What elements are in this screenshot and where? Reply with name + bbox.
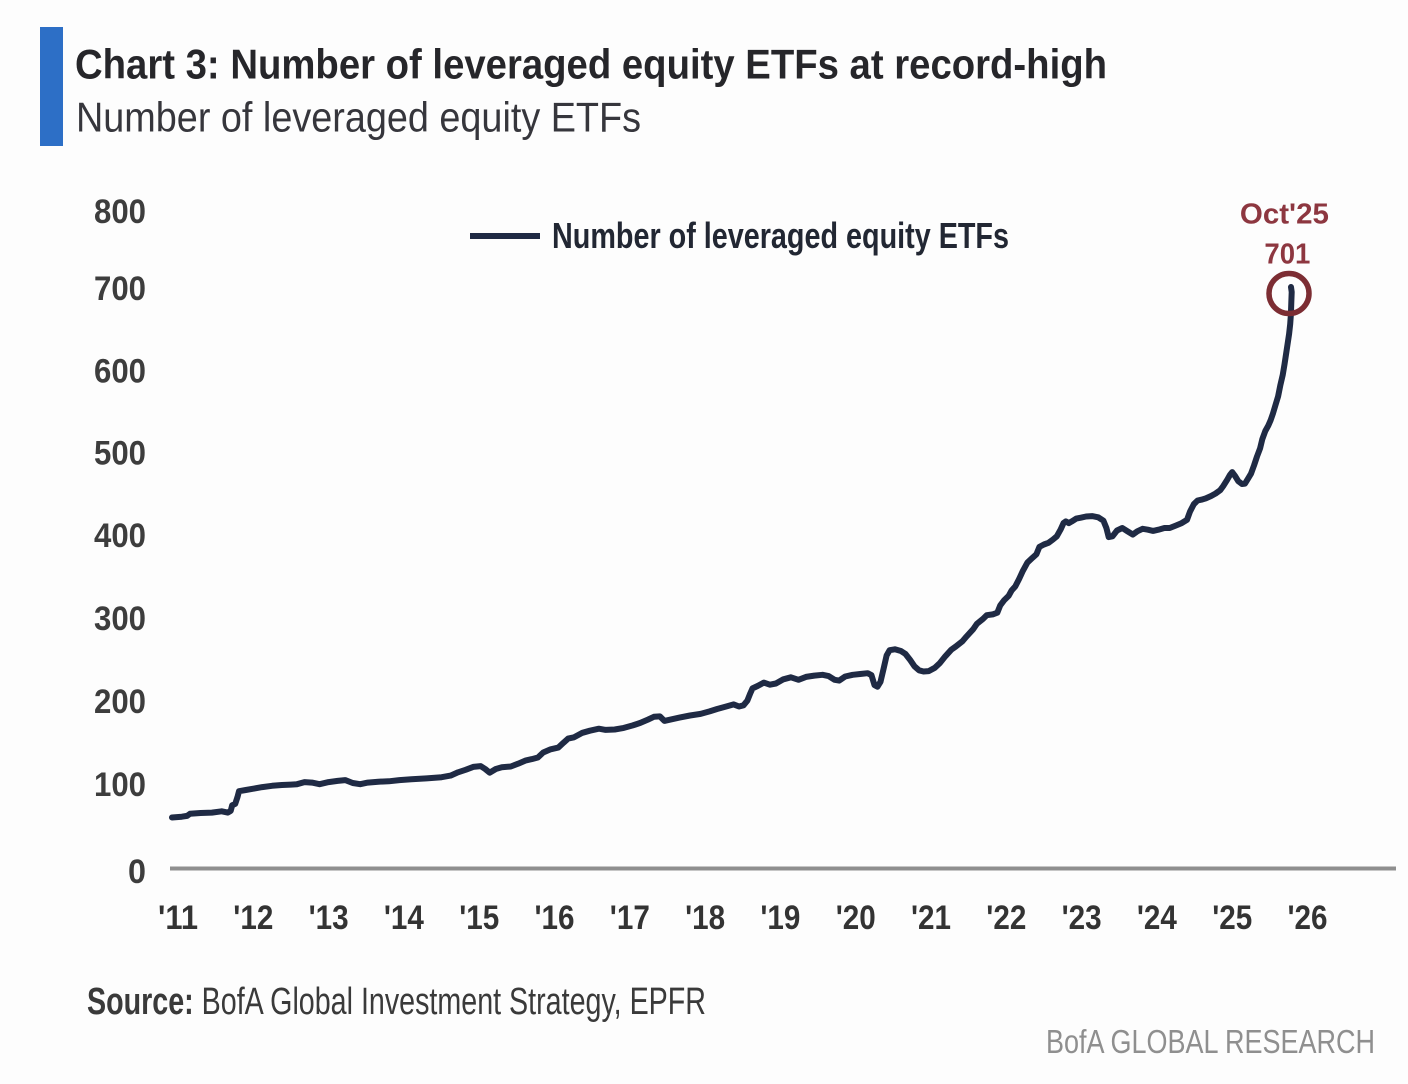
svg-text:100: 100 <box>94 766 146 804</box>
svg-text:'24: '24 <box>1137 899 1177 937</box>
svg-text:701: 701 <box>1264 239 1310 271</box>
svg-text:Number of leveraged equity ETF: Number of leveraged equity ETFs <box>552 215 1009 256</box>
svg-text:'11: '11 <box>158 899 198 937</box>
svg-text:'16: '16 <box>535 899 575 937</box>
svg-text:'14: '14 <box>384 899 424 937</box>
svg-text:'13: '13 <box>309 899 349 937</box>
svg-text:Oct'25: Oct'25 <box>1240 199 1329 231</box>
svg-text:'26: '26 <box>1288 899 1328 937</box>
svg-text:'23: '23 <box>1062 899 1102 937</box>
svg-text:'20: '20 <box>836 899 876 937</box>
svg-text:700: 700 <box>94 270 146 308</box>
svg-text:'15: '15 <box>459 899 499 937</box>
svg-text:'18: '18 <box>685 899 725 937</box>
svg-text:'22: '22 <box>986 899 1026 937</box>
svg-text:800: 800 <box>94 193 146 231</box>
svg-text:'12: '12 <box>233 899 273 937</box>
svg-text:200: 200 <box>94 683 146 721</box>
svg-text:'25: '25 <box>1212 899 1252 937</box>
svg-text:'21: '21 <box>911 899 951 937</box>
svg-text:BofA GLOBAL RESEARCH: BofA GLOBAL RESEARCH <box>1046 1023 1375 1060</box>
svg-text:500: 500 <box>94 435 146 473</box>
svg-text:'17: '17 <box>610 899 650 937</box>
svg-text:0: 0 <box>128 853 146 891</box>
svg-text:Number of leveraged equity ETF: Number of leveraged equity ETFs <box>76 94 641 141</box>
svg-text:Chart 3: Number of leveraged e: Chart 3: Number of leveraged equity ETFs… <box>75 41 1107 88</box>
svg-text:600: 600 <box>94 353 146 391</box>
svg-text:300: 300 <box>94 600 146 638</box>
svg-text:Source: BofA Global Investment: Source: BofA Global Investment Strategy,… <box>87 981 706 1023</box>
svg-text:'19: '19 <box>760 899 800 937</box>
svg-text:400: 400 <box>94 517 146 555</box>
